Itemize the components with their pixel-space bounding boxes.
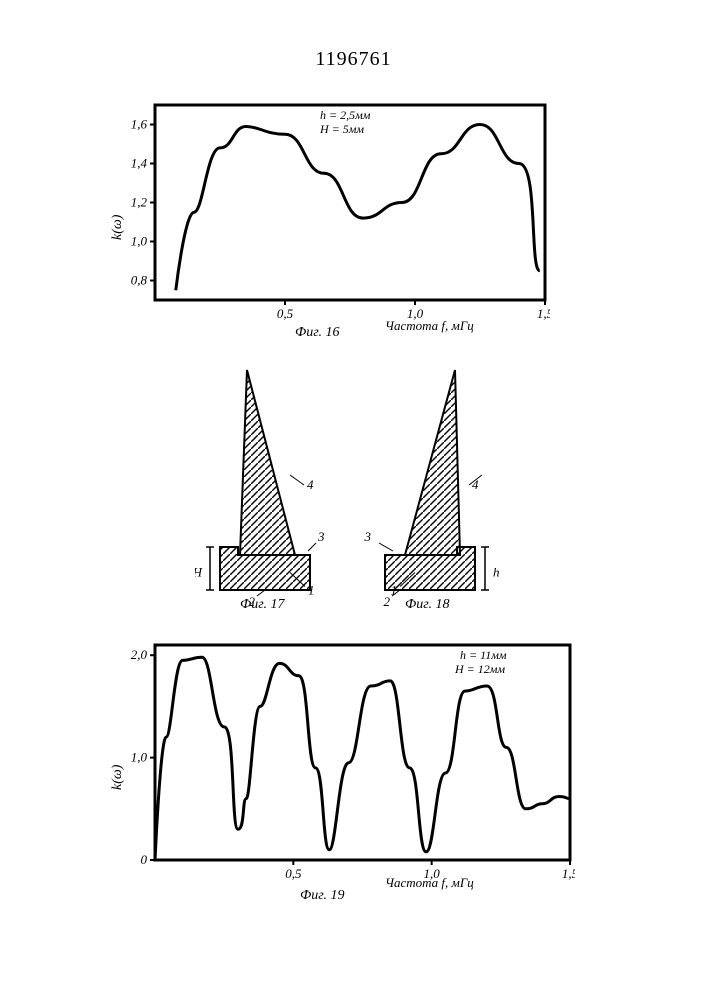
param-h-fig19: h = 11мм	[460, 648, 507, 663]
param-H-fig19: H = 12мм	[455, 662, 505, 677]
svg-text:1,6: 1,6	[131, 117, 148, 132]
diagram-fig18: h4312	[360, 365, 505, 615]
figure-18: h4312 Фиг. 18	[360, 365, 505, 615]
svg-text:2: 2	[384, 594, 391, 609]
param-H-fig16: H = 5мм	[320, 122, 364, 137]
svg-text:1,5: 1,5	[562, 866, 575, 881]
svg-text:0: 0	[141, 852, 148, 867]
svg-text:1,4: 1,4	[131, 156, 148, 171]
diagram-fig17: H4312	[195, 365, 340, 615]
caption-fig19: Фиг. 19	[300, 888, 345, 904]
caption-fig16: Фиг. 16	[295, 325, 340, 341]
figure-19: 01,02,00,51,01,5 k(ω) h = 11мм H = 12мм …	[120, 640, 575, 895]
svg-text:h: h	[493, 565, 500, 580]
figure-17: H4312 Фиг. 17	[195, 365, 340, 615]
param-h-fig16: h = 2,5мм	[320, 108, 370, 123]
ylabel-fig19: k(ω)	[110, 765, 126, 790]
svg-text:H: H	[195, 565, 203, 580]
svg-text:1: 1	[308, 583, 315, 598]
svg-text:1,5: 1,5	[537, 306, 550, 321]
svg-text:1,2: 1,2	[131, 195, 148, 210]
ylabel-fig16: k(ω)	[110, 215, 126, 240]
svg-text:4: 4	[472, 477, 479, 492]
chart-fig19: 01,02,00,51,01,5	[120, 640, 575, 895]
xlabel-fig19: Частота f, мГц	[385, 875, 474, 891]
svg-text:0,5: 0,5	[285, 866, 302, 881]
svg-text:0,5: 0,5	[277, 306, 294, 321]
svg-text:3: 3	[364, 529, 372, 544]
svg-text:3: 3	[317, 529, 325, 544]
svg-text:1,0: 1,0	[131, 750, 148, 765]
svg-text:0,8: 0,8	[131, 273, 148, 288]
document-number: 1196761	[315, 48, 391, 71]
figure-16: 0,81,01,21,41,60,51,01,5 k(ω) h = 2,5мм …	[120, 100, 550, 330]
caption-fig17: Фиг. 17	[240, 597, 285, 613]
xlabel-fig16: Частота f, мГц	[385, 318, 474, 334]
caption-fig18: Фиг. 18	[405, 597, 450, 613]
svg-text:2,0: 2,0	[131, 647, 148, 662]
svg-text:1,0: 1,0	[131, 234, 148, 249]
svg-text:4: 4	[307, 477, 314, 492]
